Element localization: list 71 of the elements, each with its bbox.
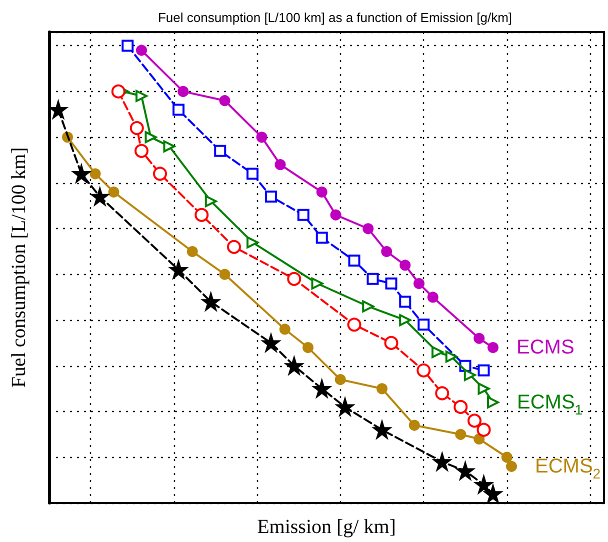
- point: [246, 236, 258, 248]
- point: [122, 40, 134, 52]
- point: [362, 223, 374, 234]
- point: [385, 278, 398, 290]
- chart-title: Fuel consumption [L/100 km] as a function of Emission [g/km]: [158, 10, 512, 25]
- point: [214, 144, 226, 157]
- point: [194, 208, 209, 222]
- point: [384, 336, 398, 350]
- point: [506, 460, 517, 472]
- point: [468, 414, 482, 428]
- point: [376, 383, 388, 394]
- point: [287, 272, 302, 286]
- point: [219, 268, 230, 280]
- point: [399, 296, 412, 308]
- point: [445, 350, 458, 363]
- point: [153, 166, 167, 181]
- point: [178, 86, 189, 97]
- point: [487, 396, 499, 408]
- point: [474, 433, 485, 444]
- point: [90, 168, 101, 180]
- y-axis-title: Fuel consumption [L/100 km]: [8, 147, 30, 388]
- point: [334, 374, 346, 386]
- point: [311, 278, 324, 290]
- point: [464, 368, 476, 381]
- point: [478, 382, 490, 395]
- x-axis-title: Emission [g/ km]: [257, 516, 396, 538]
- point: [265, 190, 277, 203]
- point: [501, 452, 512, 463]
- point: [478, 364, 490, 376]
- point: [432, 346, 444, 358]
- point: [219, 95, 230, 106]
- point: [256, 132, 268, 143]
- point: [418, 318, 430, 331]
- point: [381, 246, 392, 257]
- point: [455, 428, 466, 440]
- point: [435, 386, 450, 400]
- point: [362, 300, 374, 312]
- point: [347, 318, 362, 332]
- point: [399, 314, 412, 326]
- point: [474, 332, 485, 344]
- point: [108, 186, 120, 198]
- point: [111, 84, 126, 98]
- point: [204, 195, 217, 208]
- point: [297, 208, 310, 221]
- point: [227, 240, 241, 254]
- point: [366, 272, 379, 285]
- point: [186, 246, 198, 257]
- point: [408, 420, 420, 431]
- point: [136, 90, 148, 102]
- point: [163, 140, 176, 152]
- series-label: ECMS: [516, 336, 574, 359]
- point: [302, 342, 314, 354]
- point: [476, 422, 491, 437]
- point: [488, 342, 498, 354]
- point: [427, 292, 438, 303]
- point: [400, 260, 411, 271]
- point: [274, 159, 286, 170]
- point: [316, 232, 328, 244]
- point: [134, 144, 148, 158]
- point: [246, 168, 258, 180]
- point: [279, 324, 290, 335]
- point: [348, 254, 360, 267]
- point: [416, 363, 431, 378]
- point: [454, 400, 468, 414]
- point: [316, 186, 328, 198]
- point: [130, 121, 144, 136]
- point: [136, 44, 147, 56]
- point: [330, 209, 342, 220]
- point: [414, 278, 424, 289]
- point: [172, 104, 184, 116]
- point: [144, 131, 157, 144]
